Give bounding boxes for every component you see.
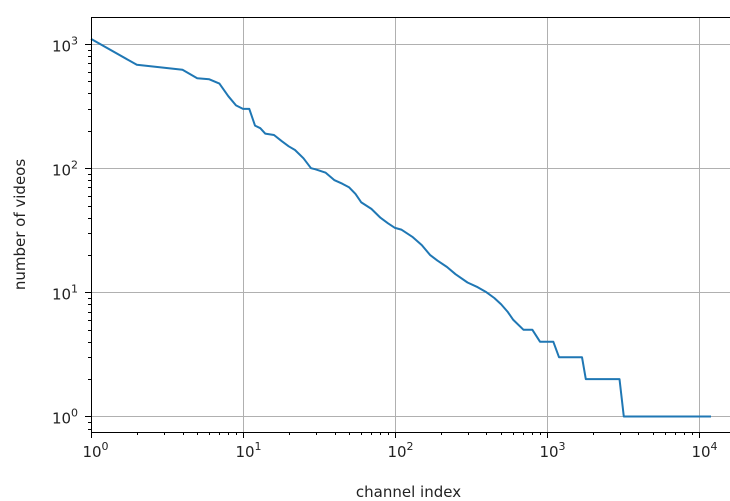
x-tick-label: 101	[235, 440, 261, 461]
x-tick-label: 104	[691, 440, 717, 461]
y-tick-label: 102	[52, 159, 78, 180]
y-tick-label: 100	[52, 407, 78, 428]
plot-frame	[91, 17, 730, 433]
series-line	[90, 38, 711, 418]
y-tick-label: 103	[52, 35, 78, 56]
x-tick-label: 103	[539, 440, 565, 461]
axis-ticks: 100 101 102 103 104 100 101 102 103	[52, 35, 718, 462]
x-tick-label: 100	[82, 440, 108, 461]
x-tick-label: 102	[387, 440, 413, 461]
y-tick-label: 101	[52, 283, 78, 304]
y-axis-label: number of videos	[11, 159, 29, 291]
grid-lines	[91, 17, 730, 432]
x-axis-label: channel index	[356, 483, 461, 501]
